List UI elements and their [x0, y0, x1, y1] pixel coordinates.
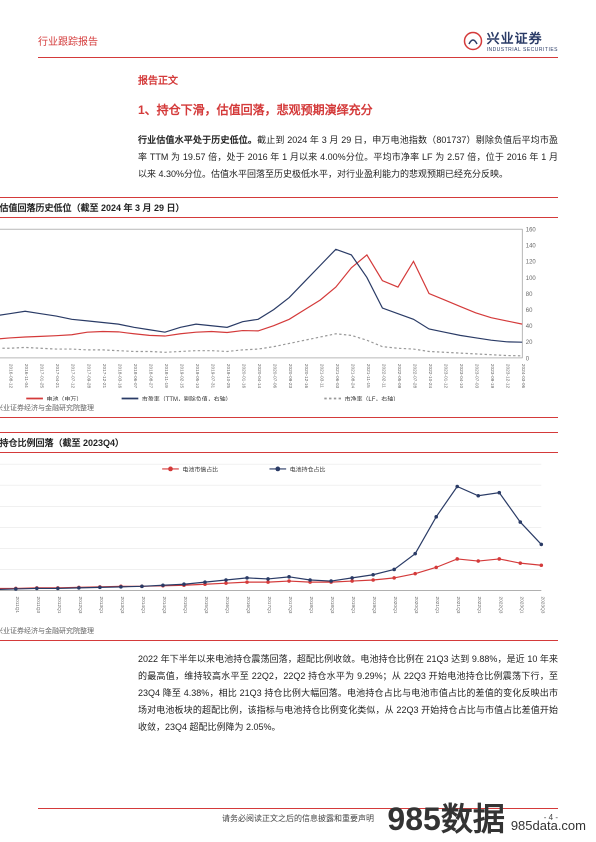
svg-text:电池持仓占比: 电池持仓占比	[290, 465, 326, 473]
svg-text:2020-01-16: 2020-01-16	[241, 364, 247, 389]
svg-text:2021Q1: 2021Q1	[434, 597, 440, 614]
svg-text:2021-08-24: 2021-08-24	[349, 364, 355, 389]
svg-text:2020-04-14: 2020-04-14	[256, 364, 262, 389]
svg-text:2019-10-25: 2019-10-25	[225, 364, 231, 389]
svg-text:2018-08-27: 2018-08-27	[147, 364, 153, 389]
paragraph-1: 行业估值水平处于历史低位。截止到 2024 年 3 月 29 日，申万电池指数（…	[138, 132, 558, 183]
svg-text:2018-11-19: 2018-11-19	[163, 364, 169, 388]
svg-text:2016Q1: 2016Q1	[224, 597, 230, 614]
header-title: 行业跟踪报告	[38, 33, 98, 48]
svg-text:2024-03-06: 2024-03-06	[520, 364, 526, 389]
svg-text:2023-07-03: 2023-07-03	[474, 364, 480, 389]
watermark-small: 985data.com	[511, 818, 586, 833]
chart-1-title: 图 1、行业估值回落历史低位（截至 2024 年 3 月 29 日）	[0, 201, 185, 214]
report-label: 报告正文	[138, 72, 558, 87]
svg-text:2011Q1: 2011Q1	[14, 597, 20, 614]
svg-text:2020-09-23: 2020-09-23	[287, 364, 293, 389]
svg-text:2015Q3: 2015Q3	[203, 597, 209, 614]
logo-text-en: INDUSTRIAL SECURITIES	[487, 47, 558, 53]
svg-text:2014Q1: 2014Q1	[140, 597, 146, 614]
chart-1-title-bar: 图 1、行业估值回落历史低位（截至 2024 年 3 月 29 日）	[0, 197, 558, 218]
chart-1: 图 1、行业估值回落历史低位（截至 2024 年 3 月 29 日） 05000…	[0, 197, 558, 418]
svg-text:2023-01-12: 2023-01-12	[443, 364, 449, 389]
svg-text:2019Q1: 2019Q1	[350, 597, 356, 614]
svg-text:2022-10-24: 2022-10-24	[427, 364, 433, 389]
svg-text:2023-04-10: 2023-04-10	[458, 364, 464, 389]
svg-text:2017Q3: 2017Q3	[287, 597, 293, 614]
svg-text:100: 100	[526, 276, 537, 282]
svg-text:2021-11-15: 2021-11-15	[365, 364, 371, 388]
svg-text:2013Q3: 2013Q3	[119, 597, 125, 614]
svg-text:2016Q3: 2016Q3	[245, 597, 251, 614]
svg-text:2023-09-19: 2023-09-19	[489, 364, 495, 389]
svg-text:2016-11-04: 2016-11-04	[23, 364, 29, 388]
svg-text:2018-06-07: 2018-06-07	[132, 364, 138, 389]
svg-text:2022-02-11: 2022-02-11	[380, 364, 386, 388]
svg-text:2020-07-06: 2020-07-06	[272, 364, 278, 389]
svg-text:2012Q3: 2012Q3	[77, 597, 83, 614]
svg-text:2017-12-21: 2017-12-21	[101, 364, 107, 389]
watermark: 985数据 985data.com	[387, 794, 586, 840]
svg-text:2012Q1: 2012Q1	[56, 597, 62, 614]
svg-text:电池市值占比: 电池市值占比	[182, 465, 218, 473]
logo-icon	[463, 31, 483, 51]
svg-text:2021-06-03: 2021-06-03	[334, 364, 340, 389]
svg-text:2017-04-21: 2017-04-21	[54, 364, 60, 389]
svg-text:2022Q1: 2022Q1	[476, 597, 482, 614]
svg-text:2017Q1: 2017Q1	[266, 597, 272, 614]
svg-text:2022-07-28: 2022-07-28	[411, 364, 417, 389]
paragraph-2: 2022 年下半年以来电池持仓震荡回落，超配比例收敛。电池持仓比例在 21Q3 …	[138, 651, 558, 736]
svg-text:20: 20	[526, 340, 533, 346]
footer-text: 请务必阅读正文之后的信息披露和重要声明	[222, 814, 374, 823]
svg-text:2020-12-16: 2020-12-16	[303, 364, 309, 389]
svg-text:2017-01-25: 2017-01-25	[39, 364, 45, 389]
svg-text:2015Q1: 2015Q1	[182, 597, 188, 614]
svg-text:2019Q3: 2019Q3	[371, 597, 377, 614]
svg-text:160: 160	[526, 228, 537, 234]
chart-1-svg: 0500010000150002000025000300003500040000…	[0, 222, 558, 401]
svg-text:2019-07-31: 2019-07-31	[210, 364, 216, 389]
chart-2: 图 2、电池持仓比例回落（截至 2023Q4） 0%2%4%6%8%10%12%…	[0, 432, 558, 641]
page-header: 行业跟踪报告 兴业证券 INDUSTRIAL SECURITIES	[38, 28, 558, 58]
watermark-big: 985数据	[387, 794, 504, 840]
svg-text:2011Q3: 2011Q3	[35, 597, 41, 614]
chart-2-title: 图 2、电池持仓比例回落（截至 2023Q4）	[0, 436, 124, 449]
svg-text:2016-08-12: 2016-08-12	[8, 364, 14, 389]
chart-2-source: 资料来源：Wind，兴业证券经济与金融研究院整理	[0, 626, 558, 641]
svg-text:140: 140	[526, 244, 537, 250]
svg-text:80: 80	[526, 292, 533, 298]
svg-text:2020Q1: 2020Q1	[392, 597, 398, 614]
chart-2-svg: 0%2%4%6%8%10%12%电池市值占比电池持仓占比2010Q12010Q3…	[0, 457, 558, 624]
chart-2-title-bar: 图 2、电池持仓比例回落（截至 2023Q4）	[0, 432, 558, 453]
svg-text:2022Q3: 2022Q3	[497, 597, 503, 614]
logo-text-cn: 兴业证券	[487, 28, 558, 47]
svg-text:2021-03-11: 2021-03-11	[318, 364, 324, 388]
svg-text:2018Q3: 2018Q3	[329, 597, 335, 614]
svg-text:2020Q3: 2020Q3	[413, 597, 419, 614]
chart-1-source: 资料来源：Wind，兴业证券经济与金融研究院整理	[0, 403, 558, 418]
svg-text:2018Q1: 2018Q1	[308, 597, 314, 614]
svg-text:2019-05-10: 2019-05-10	[194, 364, 200, 389]
svg-text:2017-07-12: 2017-07-12	[70, 364, 76, 389]
svg-text:2023Q1: 2023Q1	[518, 597, 524, 614]
svg-text:2014Q3: 2014Q3	[161, 597, 167, 614]
para1-bold: 行业估值水平处于历史低位。	[138, 135, 257, 145]
svg-text:2023Q3: 2023Q3	[539, 597, 545, 614]
svg-text:2022-05-09: 2022-05-09	[396, 364, 402, 389]
svg-text:市盈率（TTM，剔除负值，右轴）: 市盈率（TTM，剔除负值，右轴）	[142, 395, 232, 401]
company-logo: 兴业证券 INDUSTRIAL SECURITIES	[463, 28, 558, 53]
svg-text:40: 40	[526, 324, 533, 330]
svg-text:2019-02-15: 2019-02-15	[178, 364, 184, 389]
svg-text:2013Q1: 2013Q1	[98, 597, 104, 614]
svg-text:120: 120	[526, 260, 537, 266]
svg-text:60: 60	[526, 308, 533, 314]
svg-text:2021Q3: 2021Q3	[455, 597, 461, 614]
svg-text:市净率（LF，右轴）: 市净率（LF，右轴）	[345, 395, 400, 401]
section-title: 1、持仓下滑，估值回落，悲观预期演绎充分	[138, 101, 558, 118]
svg-text:2017-09-28: 2017-09-28	[85, 364, 91, 389]
svg-text:电池（申万）: 电池（申万）	[47, 395, 83, 401]
svg-text:0: 0	[526, 357, 530, 363]
svg-text:2023-12-12: 2023-12-12	[505, 364, 511, 389]
svg-text:2018-03-16: 2018-03-16	[116, 364, 122, 389]
